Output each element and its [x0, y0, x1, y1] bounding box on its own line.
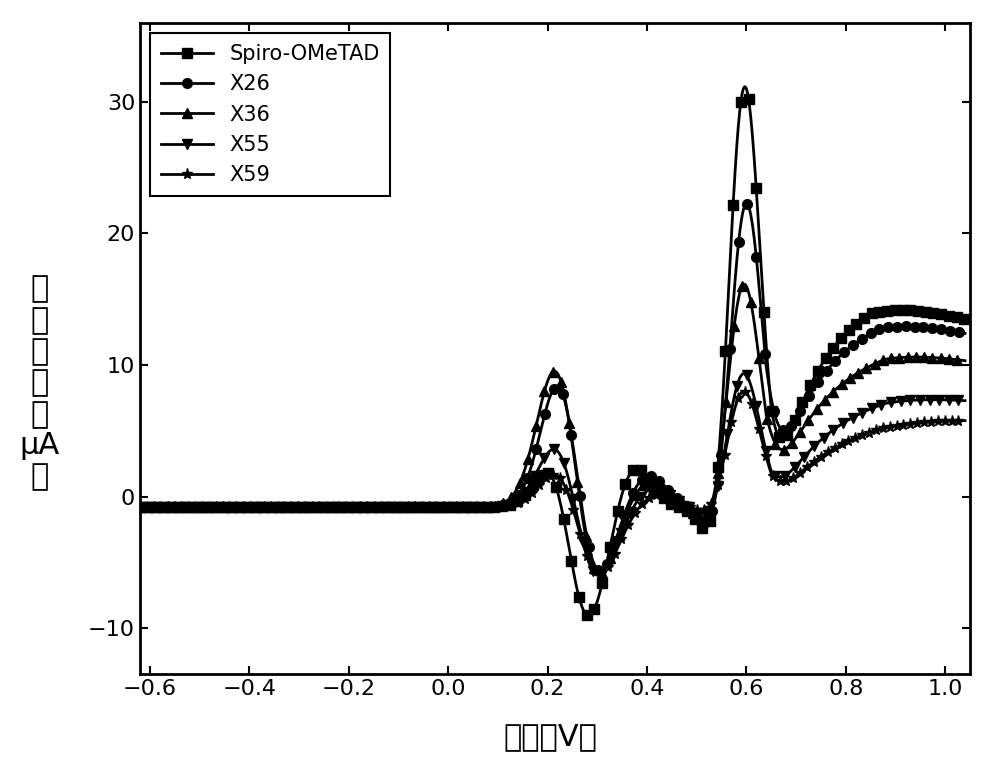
- Spiro-OMeTAD: [959, 315, 971, 324]
- Spiro-OMeTAD: [854, 316, 866, 325]
- Line: Spiro-OMeTAD: Spiro-OMeTAD: [135, 82, 970, 620]
- Text: 电
流
密
度
（
μA
）: 电 流 密 度 （ μA ）: [20, 274, 60, 492]
- X55: [134, 502, 146, 512]
- X36: [450, 502, 462, 512]
- X36: [738, 280, 750, 289]
- X26: [594, 566, 606, 575]
- X36: [854, 367, 866, 376]
- X59: [134, 502, 146, 512]
- Spiro-OMeTAD: [583, 611, 595, 620]
- Line: X59: X59: [134, 386, 971, 579]
- X55: [486, 502, 498, 512]
- X55: [593, 571, 605, 580]
- X55: [277, 502, 289, 512]
- X55: [228, 502, 240, 512]
- X59: [450, 502, 462, 512]
- Text: 电位（V）: 电位（V）: [503, 722, 597, 751]
- X36: [134, 502, 146, 512]
- Spiro-OMeTAD: [277, 502, 289, 512]
- X55: [943, 395, 955, 404]
- X26: [854, 335, 866, 344]
- X55: [959, 396, 971, 405]
- X59: [854, 431, 866, 440]
- X36: [228, 502, 240, 512]
- X26: [277, 502, 289, 512]
- Line: X26: X26: [135, 198, 970, 575]
- Spiro-OMeTAD: [739, 82, 751, 91]
- X36: [277, 502, 289, 512]
- X59: [738, 387, 750, 396]
- X26: [450, 502, 462, 512]
- X26: [134, 502, 146, 512]
- X26: [741, 199, 753, 208]
- X59: [594, 569, 606, 578]
- Spiro-OMeTAD: [134, 502, 146, 512]
- X26: [959, 329, 971, 338]
- X26: [228, 502, 240, 512]
- X36: [486, 502, 498, 511]
- Spiro-OMeTAD: [450, 502, 462, 512]
- Spiro-OMeTAD: [486, 502, 498, 512]
- X26: [486, 502, 498, 512]
- Line: X55: X55: [135, 368, 970, 581]
- X26: [943, 326, 955, 336]
- Legend: Spiro-OMeTAD, X26, X36, X55, X59: Spiro-OMeTAD, X26, X36, X55, X59: [150, 34, 390, 196]
- X59: [277, 502, 289, 512]
- Spiro-OMeTAD: [228, 502, 240, 512]
- X55: [450, 502, 462, 512]
- X36: [959, 356, 971, 365]
- Line: X36: X36: [135, 280, 970, 578]
- X36: [594, 569, 606, 578]
- X59: [228, 502, 240, 512]
- Spiro-OMeTAD: [943, 311, 955, 320]
- X59: [959, 416, 971, 425]
- X59: [486, 502, 498, 512]
- X36: [943, 355, 955, 364]
- X59: [943, 417, 955, 426]
- X55: [738, 369, 750, 378]
- X55: [854, 409, 866, 418]
